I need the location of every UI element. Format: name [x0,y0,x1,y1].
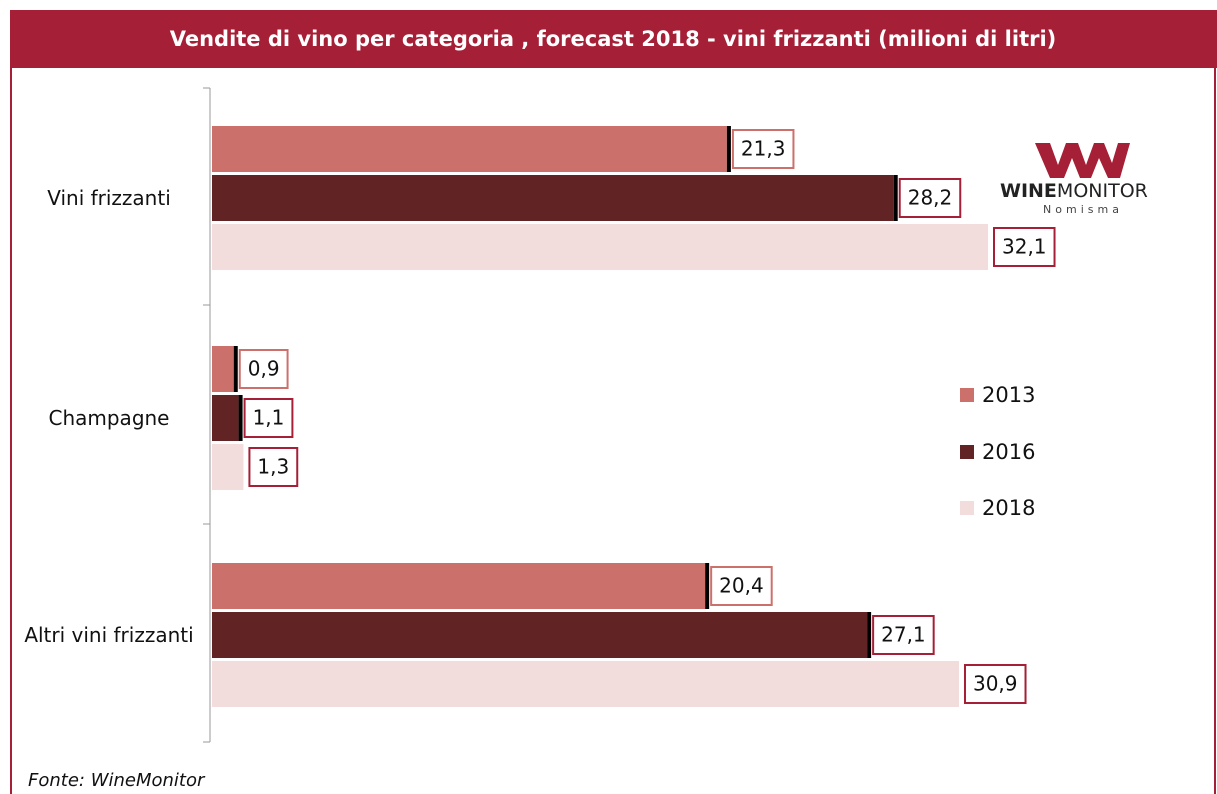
value-label-box [248,447,299,487]
legend-swatch [960,388,974,402]
logo-text: WINEMONITOR [1000,180,1148,202]
logo: WINEMONITOR Nomisma [1000,143,1148,216]
bar-end [705,563,710,609]
value-label: 27,1 [881,623,926,647]
category-label: Champagne [48,406,170,430]
bar [212,175,894,221]
legend-label: 2016 [982,440,1035,464]
bar [212,395,239,441]
value-label-box [731,129,795,169]
logo-sub: Nomisma [1043,203,1123,216]
bar-end [867,612,872,658]
value-label-box [898,178,962,218]
bar [212,563,706,609]
bar [212,126,727,172]
value-label-box [243,398,294,438]
category-label: Altri vini frizzanti [24,623,194,647]
bar [212,346,234,392]
value-label: 28,2 [908,186,953,210]
chart-title: Vendite di vino per categoria , forecast… [170,27,1057,51]
legend-label: 2013 [982,383,1035,407]
logo-rest: MONITOR [1057,180,1148,202]
value-label: 1,1 [253,406,285,430]
source: Fonte: WineMonitor [28,770,206,791]
legend-swatch [960,445,974,459]
value-label: 32,1 [1002,235,1047,259]
value-label: 30,9 [973,672,1018,696]
value-label-box [710,566,773,606]
value-label: 21,3 [741,137,786,161]
value-label-box [872,615,935,655]
bar [212,612,868,658]
value-label: 1,3 [257,455,289,479]
bar-end [893,175,898,221]
logo-bold: WINE [1000,180,1057,202]
legend-swatch [960,501,974,515]
bar-end [726,126,731,172]
value-label-box [238,349,289,389]
value-label: 20,4 [719,574,764,598]
bar [212,661,959,707]
category-label: Vini frizzanti [47,186,171,210]
bar [212,444,244,490]
value-label-box [993,227,1056,267]
bar [212,224,988,270]
legend-label: 2018 [982,496,1035,520]
header-band [10,10,1217,68]
value-label-box [963,664,1027,704]
value-label: 0,9 [248,357,280,381]
bar-end [233,346,238,392]
logo-mark [1035,143,1130,178]
bar-end [238,395,243,441]
